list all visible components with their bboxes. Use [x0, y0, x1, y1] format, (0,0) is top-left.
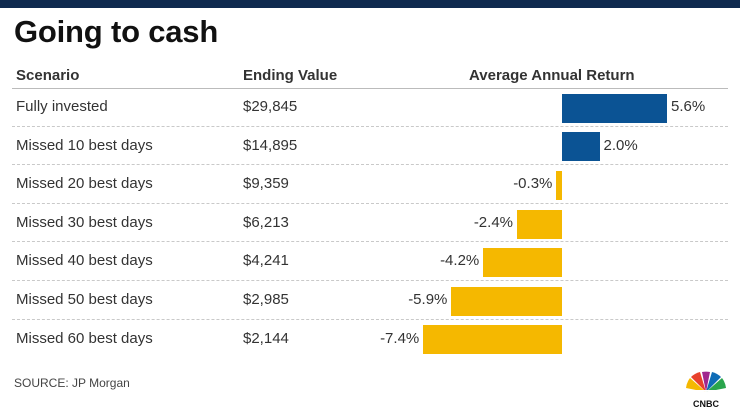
- top-accent-bar: [0, 0, 740, 8]
- scenario-table: Fully invested $29,845 5.6% Missed 10 best …: [0, 88, 740, 358]
- return-value-label: -0.3%: [513, 175, 553, 193]
- return-value-label: -4.2%: [440, 252, 480, 270]
- table-row: Missed 40 best days $4,241 -4.2%: [0, 242, 740, 281]
- ending-value: $29,845: [243, 98, 298, 115]
- return-value-label: -5.9%: [408, 290, 448, 308]
- header-average-annual-return: Average Annual Return: [469, 67, 635, 84]
- ending-value: $4,241: [243, 252, 289, 270]
- return-bar: [423, 325, 562, 355]
- return-bar: [451, 286, 562, 316]
- row-divider: [12, 279, 728, 281]
- ending-value: $2,144: [243, 329, 289, 347]
- return-bar: [556, 170, 562, 200]
- return-bar: [517, 209, 562, 239]
- scenario-label: Missed 30 best days: [16, 213, 153, 231]
- table-row: Missed 20 best days $9,359 -0.3%: [0, 165, 740, 204]
- return-value-label: 5.6%: [671, 98, 706, 115]
- row-divider: [12, 318, 728, 320]
- scenario-label: Missed 50 best days: [16, 290, 153, 308]
- table-row: Missed 60 best days $2,144 -7.4%: [0, 320, 740, 359]
- table-row: Missed 50 best days $2,985 -5.9%: [0, 281, 740, 320]
- source-note: SOURCE: JP Morgan: [14, 376, 130, 390]
- chart-title: Going to cash: [14, 14, 219, 49]
- row-divider: [12, 125, 728, 127]
- table-row: Missed 30 best days $6,213 -2.4%: [0, 204, 740, 243]
- logo-text: CNBC: [693, 399, 719, 409]
- header-divider: [12, 88, 728, 89]
- return-value-label: -2.4%: [473, 213, 513, 231]
- return-bar: [562, 93, 667, 123]
- ending-value: $6,213: [243, 213, 289, 231]
- return-bar: [483, 248, 562, 278]
- scenario-label: Missed 20 best days: [16, 175, 153, 193]
- ending-value: $9,359: [243, 175, 289, 193]
- cnbc-peacock-logo: CNBC: [686, 371, 726, 409]
- scenario-label: Missed 40 best days: [16, 252, 153, 270]
- table-row: Fully invested $29,845 5.6%: [0, 88, 740, 127]
- table-row: Missed 10 best days $14,895 2.0%: [0, 127, 740, 166]
- header-scenario: Scenario: [16, 67, 80, 84]
- scenario-label: Missed 10 best days: [16, 136, 153, 154]
- row-divider: [12, 164, 728, 166]
- ending-value: $2,985: [243, 290, 289, 308]
- row-divider: [12, 202, 728, 204]
- ending-value: $14,895: [243, 136, 298, 154]
- scenario-label: Missed 60 best days: [16, 329, 153, 347]
- row-divider: [12, 241, 728, 243]
- return-value-label: 2.0%: [603, 136, 638, 154]
- return-bar: [562, 132, 600, 162]
- header-ending-value: Ending Value: [243, 67, 338, 84]
- scenario-label: Fully invested: [16, 98, 108, 115]
- return-value-label: -7.4%: [380, 329, 420, 347]
